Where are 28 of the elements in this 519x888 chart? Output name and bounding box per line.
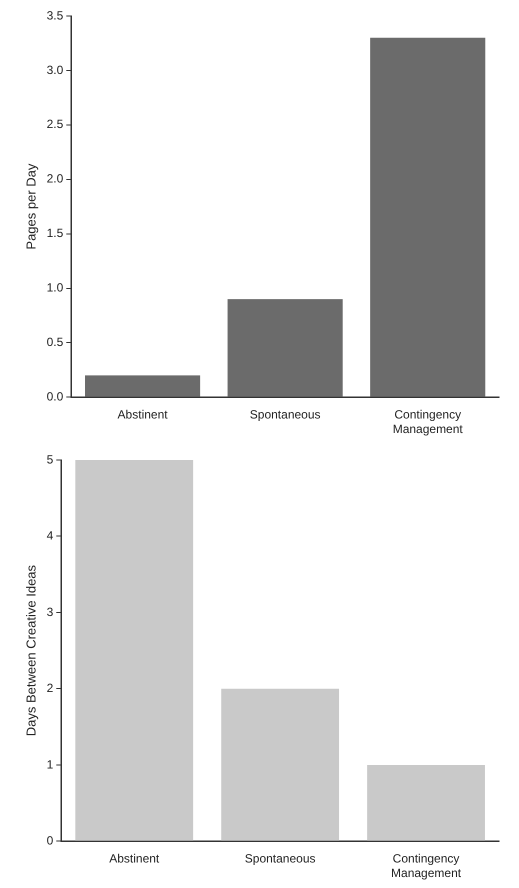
y-tick-label: 0.0	[46, 390, 64, 404]
y-tick-label: 1	[46, 757, 54, 772]
y-tick-label: 1.5	[46, 226, 64, 240]
bar	[75, 460, 194, 841]
x-tick-label: Spontaneous	[244, 852, 316, 866]
y-axis-title: Pages per Day	[23, 163, 38, 250]
y-tick-label: 5	[46, 452, 54, 466]
bar	[221, 688, 340, 841]
x-tick-label: Abstinent	[109, 852, 160, 866]
bar	[370, 38, 486, 397]
y-tick-label: 4	[46, 528, 54, 543]
y-tick-label: 0.5	[46, 335, 64, 350]
y-tick-label: 3.5	[46, 8, 64, 22]
x-tick-label: Spontaneous	[250, 408, 321, 422]
y-tick-label: 0	[46, 834, 54, 848]
y-tick-label: 2.0	[46, 172, 64, 186]
bar	[228, 299, 343, 397]
y-tick-label: 3.0	[46, 62, 64, 77]
y-tick-label: 3	[46, 604, 54, 619]
y-tick-label: 2	[46, 681, 54, 696]
x-tick-label: Contingency Management	[391, 852, 462, 880]
y-axis-title: Days Between Creative Ideas	[23, 564, 38, 736]
x-tick-label: Contingency Management	[392, 408, 464, 436]
bar	[85, 375, 200, 397]
y-tick-label: 2.5	[46, 117, 64, 132]
y-tick-label: 1.0	[46, 280, 64, 295]
bar	[367, 764, 485, 841]
x-tick-label: Abstinent	[118, 408, 168, 422]
